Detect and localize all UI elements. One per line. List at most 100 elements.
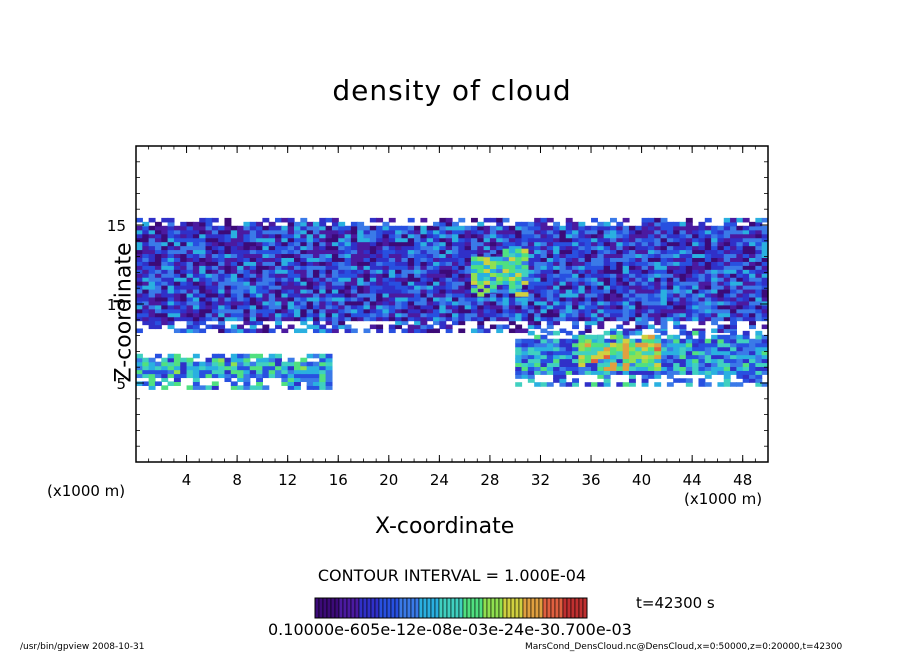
colorbar-cell bbox=[354, 597, 360, 619]
colorbar-cell bbox=[554, 597, 560, 619]
colorbar-cell bbox=[326, 597, 332, 619]
footer-left: /usr/bin/gpview 2008-10-31 bbox=[20, 642, 145, 652]
x-tick-label: 20 bbox=[379, 471, 398, 489]
colorbar-cell bbox=[578, 597, 584, 619]
colorbar-cell bbox=[426, 597, 432, 619]
y-tick-label: 15 bbox=[107, 217, 126, 235]
x-axis: 4 8 12 16 20 24 28 32 36 40 44 48 bbox=[148, 146, 756, 489]
x-axis-label: X-coordinate bbox=[375, 514, 515, 539]
colorbar-cell bbox=[558, 597, 564, 619]
colorbar-cell bbox=[314, 597, 320, 619]
colorbar-cell bbox=[406, 597, 412, 619]
colorbar-cell bbox=[394, 597, 400, 619]
colorbar-cell bbox=[414, 597, 420, 619]
colorbar-cell bbox=[366, 597, 372, 619]
x-tick-label: 16 bbox=[329, 471, 348, 489]
colorbar-cell bbox=[510, 597, 516, 619]
colorbar-cell bbox=[482, 597, 488, 619]
y-axis: 5 10 15 bbox=[107, 161, 768, 447]
colorbar-cell bbox=[514, 597, 520, 619]
colorbar-cell bbox=[570, 597, 576, 619]
colorbar-cell bbox=[338, 597, 344, 619]
colorbar-cell bbox=[542, 597, 548, 619]
colorbar-cell bbox=[574, 597, 580, 619]
colorbar-cell bbox=[490, 597, 496, 619]
colorbar-cell bbox=[462, 597, 468, 619]
colorbar-cell bbox=[350, 597, 356, 619]
colorbar-cell bbox=[566, 597, 572, 619]
colorbar-cell bbox=[434, 597, 440, 619]
colorbar-cell bbox=[458, 597, 464, 619]
colorbar-cell bbox=[498, 597, 504, 619]
colorbar-cell bbox=[342, 597, 348, 619]
colorbar-cell bbox=[438, 597, 444, 619]
y-tick-label: 5 bbox=[116, 375, 126, 393]
x-unit-label: (x1000 m) bbox=[684, 490, 763, 508]
colorbar-cell bbox=[330, 597, 336, 619]
colorbar-cell bbox=[398, 597, 404, 619]
x-tick-label: 12 bbox=[278, 471, 297, 489]
colorbar-cell bbox=[418, 597, 424, 619]
colorbar-cell bbox=[494, 597, 500, 619]
colorbar-cell bbox=[526, 597, 532, 619]
colorbar-cell bbox=[518, 597, 524, 619]
time-label: t=42300 s bbox=[636, 594, 715, 612]
colorbar-cell bbox=[466, 597, 472, 619]
cloud-region-bright-core-38-41 bbox=[578, 334, 662, 371]
chart-title: density of cloud bbox=[332, 74, 572, 107]
colorbar-cell bbox=[442, 597, 448, 619]
colorbar-cell bbox=[334, 597, 340, 619]
colorbar-cell bbox=[470, 597, 476, 619]
x-tick-label: 4 bbox=[182, 471, 192, 489]
colorbar-cell bbox=[322, 597, 328, 619]
contour-interval-text: CONTOUR INTERVAL = 1.000E-04 bbox=[317, 566, 587, 585]
colorbar-cell bbox=[318, 597, 324, 619]
colorbar-cell bbox=[530, 597, 536, 619]
footer-right: MarsCond_DensCloud.nc@DensCloud,x=0:5000… bbox=[525, 642, 843, 652]
colorbar-cell bbox=[546, 597, 552, 619]
colorbar-cell bbox=[378, 597, 384, 619]
cloud-region-lower-left-cloud bbox=[136, 353, 333, 390]
colorbar-cell bbox=[430, 597, 436, 619]
colorbar-cell bbox=[486, 597, 492, 619]
colorbar-cell bbox=[550, 597, 556, 619]
x-tick-label: 40 bbox=[632, 471, 651, 489]
y-unit-label: (x1000 m) bbox=[47, 482, 126, 500]
colorbar-cell bbox=[502, 597, 508, 619]
colorbar-cell bbox=[474, 597, 480, 619]
colorbar-cell bbox=[562, 597, 568, 619]
colorbar-cell bbox=[450, 597, 456, 619]
colorbar bbox=[314, 597, 588, 619]
colorbar-cell bbox=[410, 597, 416, 619]
y-tick-label: 10 bbox=[107, 296, 126, 314]
colorbar-cell bbox=[346, 597, 352, 619]
x-tick-label: 28 bbox=[480, 471, 499, 489]
colorbar-cell bbox=[446, 597, 452, 619]
colorbar-cell bbox=[454, 597, 460, 619]
x-tick-label: 8 bbox=[232, 471, 242, 489]
x-tick-label: 32 bbox=[531, 471, 550, 489]
x-tick-label: 48 bbox=[733, 471, 752, 489]
x-tick-label: 44 bbox=[683, 471, 702, 489]
colorbar-cell bbox=[506, 597, 512, 619]
colorbar-labels: 0.10000e-605e-12e-08e-03e-24e-30.700e-03 bbox=[268, 620, 632, 639]
colorbar-cell bbox=[422, 597, 428, 619]
colorbar-cell bbox=[402, 597, 408, 619]
x-tick-label: 36 bbox=[581, 471, 600, 489]
colorbar-cell bbox=[370, 597, 376, 619]
colorbar-cell bbox=[382, 597, 388, 619]
colorbar-cell bbox=[538, 597, 544, 619]
colorbar-cell bbox=[534, 597, 540, 619]
cloud-density-field bbox=[136, 217, 768, 390]
colorbar-cell bbox=[386, 597, 392, 619]
colorbar-cell bbox=[582, 597, 588, 619]
colorbar-cell bbox=[478, 597, 484, 619]
colorbar-cell bbox=[390, 597, 396, 619]
y-axis-label: Z-coordinate bbox=[111, 242, 137, 383]
x-tick-label: 24 bbox=[430, 471, 449, 489]
colorbar-cell bbox=[522, 597, 528, 619]
colorbar-cell bbox=[358, 597, 364, 619]
colorbar-cell bbox=[362, 597, 368, 619]
cloud-region-bright-core-28-30 bbox=[470, 248, 529, 297]
